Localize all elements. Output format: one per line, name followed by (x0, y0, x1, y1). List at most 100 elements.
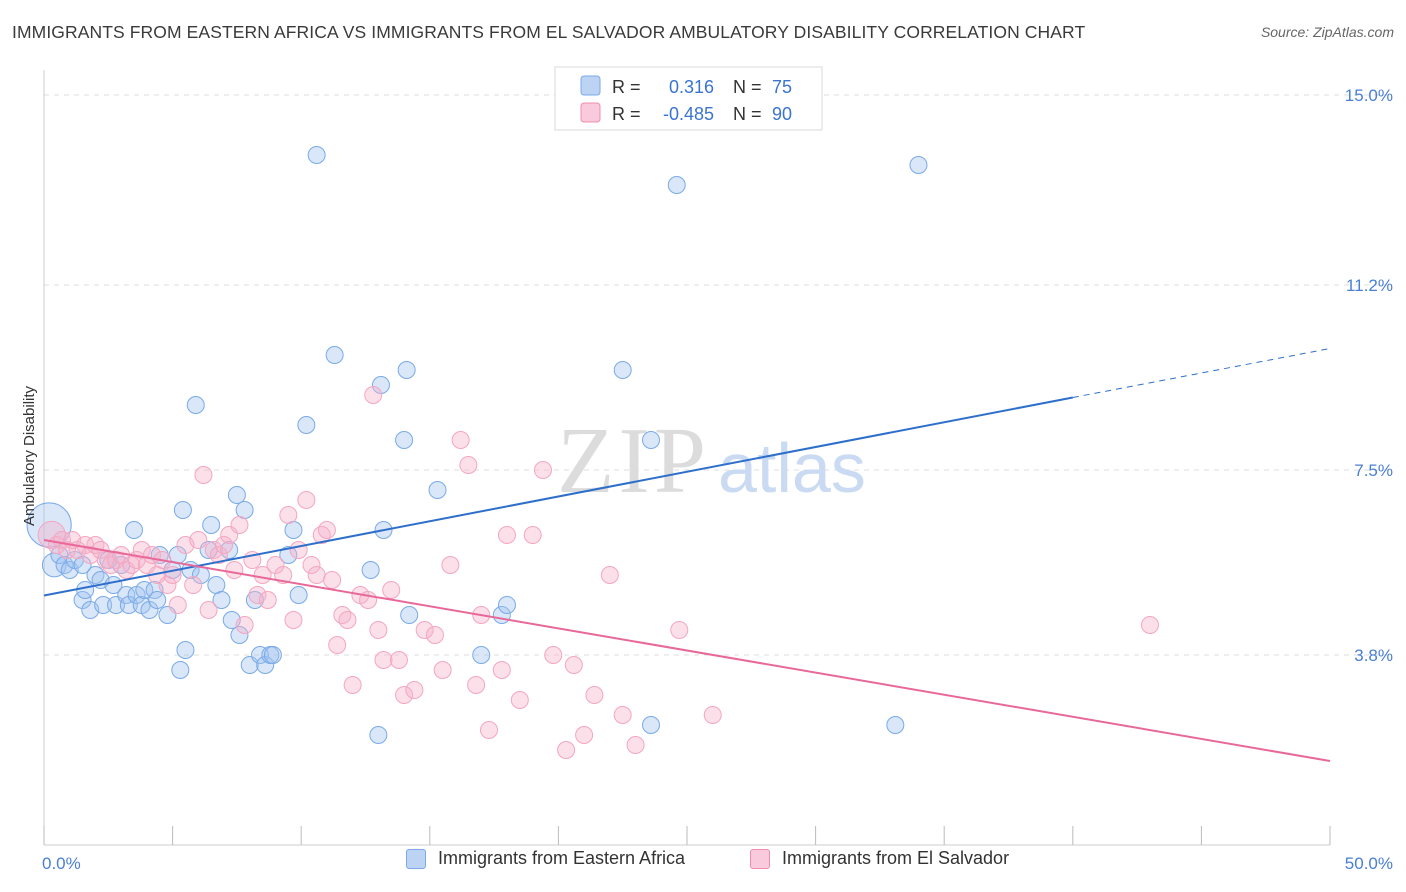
point-eastern-africa (245, 591, 264, 609)
x-tick-label-max: 50.0% (1345, 854, 1393, 873)
x-tick-label-min: 0.0% (42, 854, 81, 873)
point-el-salvador (312, 526, 331, 544)
point-eastern-africa (325, 346, 344, 364)
point-el-salvador (523, 526, 542, 544)
axes (43, 70, 1331, 846)
y-tick-label: 15.0% (1345, 86, 1393, 105)
legend-n-value-2: 90 (772, 104, 792, 124)
point-eastern-africa (289, 586, 308, 604)
point-eastern-africa (212, 591, 231, 609)
point-eastern-africa (284, 521, 303, 539)
legend-swatch-pink (580, 102, 601, 123)
point-eastern-africa (400, 606, 419, 624)
point-el-salvador (467, 676, 486, 694)
point-el-salvador (613, 706, 632, 724)
point-eastern-africa (279, 546, 298, 564)
point-el-salvador (274, 566, 293, 584)
point-eastern-africa (909, 156, 928, 174)
point-el-salvador (626, 736, 645, 754)
point-eastern-africa (207, 576, 226, 594)
point-eastern-africa (641, 716, 660, 734)
point-el-salvador (415, 621, 434, 639)
point-el-salvador (433, 661, 452, 679)
legend-r-label-1: R = (612, 77, 641, 97)
point-eastern-africa (86, 566, 105, 584)
point-el-salvador (215, 536, 234, 554)
point-el-salvador (544, 646, 563, 664)
y-tick-label: 11.2% (1346, 276, 1393, 295)
point-eastern-africa (371, 376, 390, 394)
point-el-salvador (248, 586, 267, 604)
point-el-salvador (479, 721, 498, 739)
point-eastern-africa (251, 646, 270, 664)
point-eastern-africa (220, 541, 239, 559)
point-el-salvador (1140, 616, 1159, 634)
point-el-salvador (600, 566, 619, 584)
point-el-salvador (459, 456, 478, 474)
point-eastern-africa (76, 581, 95, 599)
point-el-salvador (703, 706, 722, 724)
point-el-salvador (235, 616, 254, 634)
point-el-salvador (204, 541, 223, 559)
legend-r-label-2: R = (612, 104, 641, 124)
point-eastern-africa (395, 431, 414, 449)
legend-swatch-el-salvador (750, 848, 770, 869)
legend-n-label-2: N = (733, 104, 762, 124)
point-el-salvador (328, 636, 347, 654)
point-eastern-africa (230, 626, 249, 644)
point-el-salvador (425, 626, 444, 644)
point-el-salvador (168, 596, 187, 614)
point-el-salvador (184, 576, 203, 594)
legend-label-eastern-africa: Immigrants from Eastern Africa (438, 848, 686, 868)
point-eastern-africa (171, 661, 190, 679)
point-el-salvador (441, 556, 460, 574)
point-eastern-africa (307, 146, 326, 164)
watermark-zip: ZIP (557, 409, 710, 513)
legend-swatch-blue (580, 75, 601, 96)
chart-title: IMMIGRANTS FROM EASTERN AFRICA VS IMMIGR… (12, 22, 1086, 42)
point-eastern-africa (613, 361, 632, 379)
point-el-salvador (297, 491, 316, 509)
legend-label-el-salvador: Immigrants from El Salvador (782, 848, 1010, 868)
point-eastern-africa (361, 561, 380, 579)
trend-line-extension-eastern-africa (1072, 348, 1331, 398)
point-el-salvador (225, 561, 244, 579)
legend-r-value-2: -0.485 (663, 104, 714, 124)
point-el-salvador (343, 676, 362, 694)
point-el-salvador (199, 601, 218, 619)
trend-line-eastern-africa (43, 396, 1073, 597)
point-eastern-africa (176, 641, 195, 659)
point-el-salvador (451, 431, 470, 449)
legend-item-el-salvador: Immigrants from El Salvador (750, 848, 1009, 869)
point-el-salvador (230, 516, 249, 534)
point-el-salvador (194, 466, 213, 484)
series-legend: Immigrants from Eastern Africa Immigrant… (0, 848, 1406, 880)
point-el-salvador (307, 566, 326, 584)
point-eastern-africa (641, 431, 660, 449)
source-label: Source: ZipAtlas.com (1260, 24, 1394, 40)
point-el-salvador (395, 686, 414, 704)
x-tick-labels: 0.0% 50.0% (42, 854, 1393, 873)
point-el-salvador (382, 581, 401, 599)
point-el-salvador (209, 546, 228, 564)
point-el-salvador (323, 571, 342, 589)
watermark: ZIP atlas (557, 409, 866, 513)
point-el-salvador (258, 591, 277, 609)
point-eastern-africa (227, 486, 246, 504)
point-eastern-africa (235, 501, 254, 519)
point-eastern-africa (55, 556, 74, 574)
grid-lines (44, 94, 1392, 656)
point-eastern-africa (397, 361, 416, 379)
point-el-salvador (317, 521, 336, 539)
point-eastern-africa (125, 521, 144, 539)
point-el-salvador (564, 656, 583, 674)
point-el-salvador (492, 661, 511, 679)
point-el-salvador (405, 681, 424, 699)
point-eastern-africa (202, 516, 221, 534)
point-eastern-africa (173, 501, 192, 519)
legend-n-value-1: 75 (772, 77, 792, 97)
y-tick-labels: 3.8% 7.5% 11.2% 15.0% (1345, 86, 1393, 665)
point-el-salvador (389, 651, 408, 669)
y-axis-label: Ambulatory Disability (21, 385, 38, 526)
